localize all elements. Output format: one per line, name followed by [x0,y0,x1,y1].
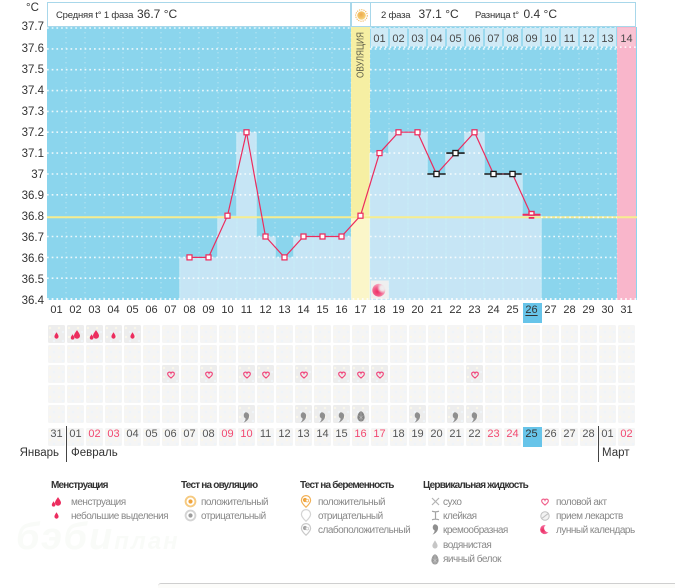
svg-text:04: 04 [430,33,442,45]
svg-text:ОВУЛЯЦИЯ: ОВУЛЯЦИЯ [356,32,367,78]
svg-text:12: 12 [582,33,594,45]
svg-text:08: 08 [506,33,518,45]
svg-text:13: 13 [601,33,613,45]
svg-text:02: 02 [392,33,404,45]
svg-text:01: 01 [373,33,385,45]
svg-text:05: 05 [449,33,461,45]
svg-text:14: 14 [620,33,632,45]
svg-text:10: 10 [544,33,556,45]
svg-text:03: 03 [411,33,423,45]
svg-text:07: 07 [487,33,499,45]
svg-text:09: 09 [525,33,537,45]
svg-text:06: 06 [468,33,480,45]
svg-text:11: 11 [564,33,575,45]
